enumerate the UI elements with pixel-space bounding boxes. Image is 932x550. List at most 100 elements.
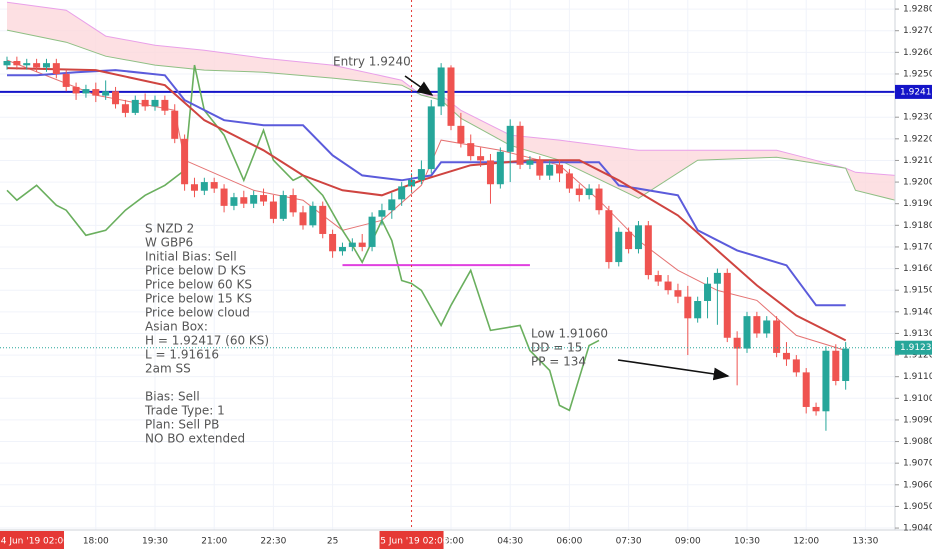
candle-body (556, 164, 564, 174)
candle-body (684, 296, 692, 319)
y-tick-label: 1.91200 (903, 351, 932, 361)
candle-body (694, 301, 702, 319)
candle-body (467, 143, 475, 157)
time-marker-box (0, 531, 64, 549)
candle-body (516, 125, 524, 165)
candle-body (575, 188, 583, 196)
candle-body (644, 225, 652, 276)
x-tick-label: 21:00 (201, 537, 227, 547)
x-tick-label: 03:00 (438, 537, 464, 547)
candle-body (615, 231, 623, 263)
candle-body (289, 195, 297, 213)
candle-body (151, 99, 159, 107)
candle-body (52, 63, 60, 74)
indicator-line (6, 67, 847, 342)
x-tick-label: 06:00 (556, 537, 582, 547)
candle-body (329, 233, 337, 252)
y-tick-label: 1.91100 (903, 372, 932, 382)
x-tick-label: 22:30 (260, 537, 286, 547)
candle-body (398, 186, 406, 200)
candle-body (704, 283, 712, 302)
candle-body (605, 210, 613, 263)
x-tick-label: 13:30 (852, 537, 878, 547)
candle-body (782, 352, 790, 360)
note-line: Initial Bias: Sell (145, 250, 237, 264)
candle-body (664, 281, 672, 291)
y-tick-label: 1.91800 (903, 221, 932, 231)
level-label: 1.92417 (900, 87, 932, 97)
candle-body (753, 316, 761, 334)
candle-body (358, 242, 366, 247)
candle-body (92, 89, 100, 96)
time-marker-box (379, 531, 444, 549)
candle-body (102, 91, 110, 96)
candle-layer (3, 56, 850, 431)
price-label-box (895, 340, 932, 355)
candle-body (190, 184, 198, 191)
candle-body (33, 63, 41, 68)
y-tick-label: 1.90500 (903, 502, 932, 512)
candle-body (713, 272, 721, 284)
candle-body (842, 348, 850, 382)
y-tick-label: 1.92300 (903, 113, 932, 123)
y-tick-label: 1.90400 (903, 524, 932, 534)
candle-body (141, 99, 149, 107)
grid (0, 0, 895, 530)
candle-body (654, 275, 662, 282)
y-tick-label: 1.92800 (903, 5, 932, 15)
candle-body (595, 188, 603, 211)
candle-body (171, 110, 179, 139)
time-marker-label: 24 Jun '19 02:00 (0, 537, 69, 547)
y-tick-label: 1.90800 (903, 437, 932, 447)
candle-body (457, 125, 465, 144)
y-tick-label: 1.92600 (903, 48, 932, 58)
candle-body (279, 195, 287, 219)
indicator-line (7, 69, 846, 307)
candle-body (408, 179, 416, 187)
candle-body (585, 188, 593, 196)
candle-body (3, 60, 11, 66)
candle-body (743, 316, 751, 349)
candle-body (250, 195, 258, 204)
candle-body (773, 320, 781, 353)
y-tick-label: 1.90700 (903, 459, 932, 469)
y-tick-label: 1.90900 (903, 415, 932, 425)
candle-body (526, 160, 534, 165)
overlay-layer (0, 0, 895, 530)
note-line: S NZD 2 (145, 222, 194, 236)
candle-body (338, 246, 346, 252)
candle-body (131, 99, 139, 113)
y-tick-label: 1.92000 (903, 178, 932, 188)
x-tick-label: 19:30 (142, 537, 168, 547)
entry-arrow (404, 75, 434, 96)
candle-body (496, 151, 504, 185)
note-line: Price below D KS (145, 264, 246, 278)
note-line: H = 1.92417 (60 KS) (145, 334, 269, 348)
candle-body (368, 216, 376, 247)
result-line: Low 1.91060 (531, 327, 608, 341)
result-line: PP = 134 (531, 355, 586, 369)
note-line: 2am SS (145, 362, 191, 376)
note-line: Price below cloud (145, 306, 250, 320)
candle-body (240, 197, 248, 204)
note-line: Plan: Sell PB (145, 418, 219, 432)
y-tick-label: 1.91900 (903, 199, 932, 209)
note-line: W GBP6 (145, 236, 193, 250)
candle-body (437, 67, 445, 107)
y-tick-label: 1.92500 (903, 69, 932, 79)
price-label: 1.91234 (900, 343, 932, 353)
candle-body (417, 169, 425, 180)
candle-body (348, 242, 356, 247)
entry-note: Entry 1.9240 (333, 55, 411, 69)
y-tick-label: 1.91500 (903, 286, 932, 296)
candle-body (812, 406, 820, 412)
result-arrow (617, 359, 730, 381)
candle-body (486, 160, 494, 185)
candle-body (634, 225, 642, 250)
candle-body (546, 164, 554, 176)
result-line: DD = 15 (531, 341, 582, 355)
note-line: NO BO extended (145, 432, 245, 446)
